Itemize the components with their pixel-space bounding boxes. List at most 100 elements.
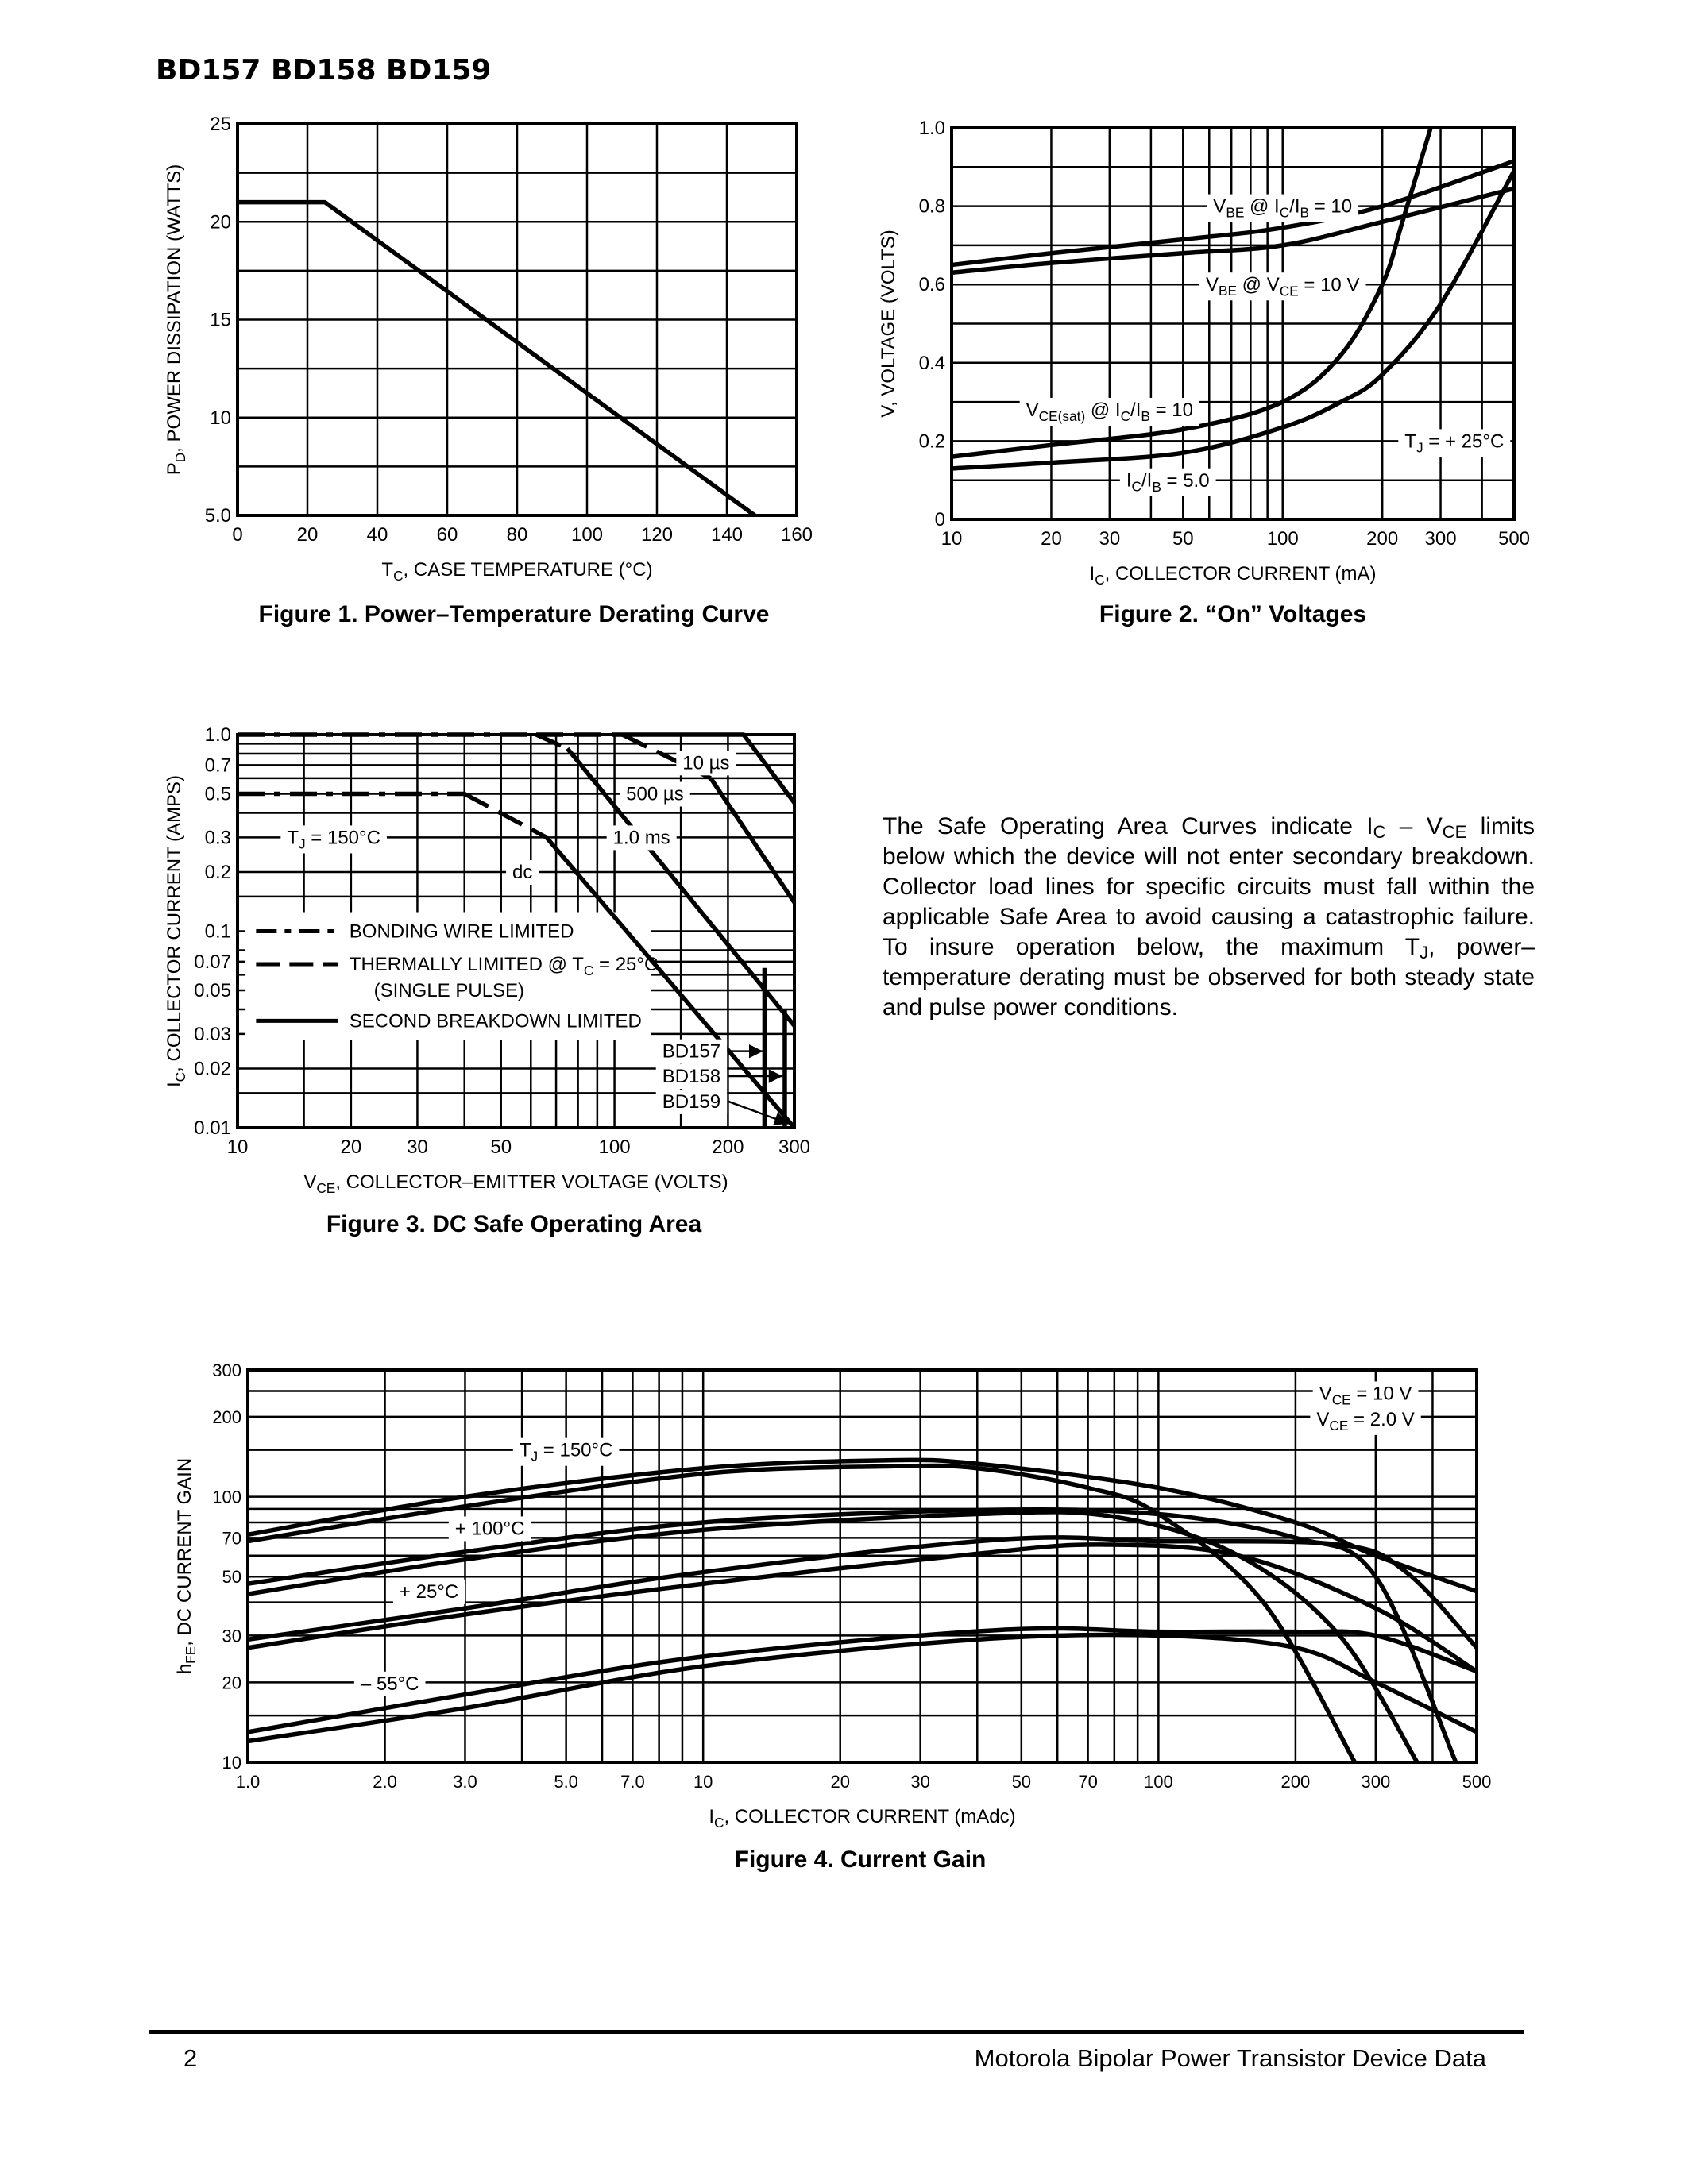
text-segment: @ I: [1244, 196, 1279, 218]
y-tick-label: 25: [210, 114, 231, 135]
x-tick-label: 100: [1144, 1772, 1173, 1792]
x-tick-label: 20: [297, 524, 319, 546]
curve-annotation: 10 µs: [682, 752, 729, 774]
x-tick-label: 500: [1462, 1772, 1492, 1792]
text-segment: B: [1300, 205, 1310, 221]
fig1-chart: 0 20 40 60 80 100 120 140 160 5.0 10 15 20 25 TC, CASE…: [164, 114, 813, 584]
series-curve-5: [247, 1535, 1479, 1650]
annotation-background: [1310, 1406, 1421, 1435]
y-tick-label: 0.01: [194, 1117, 231, 1139]
text-segment: T: [1404, 430, 1416, 452]
subscript: C: [1373, 822, 1386, 842]
text-segment: , COLLECTOR CURRENT (mA): [1105, 563, 1377, 585]
text-segment: FE: [183, 1646, 199, 1664]
x-tick-label: 5.0: [554, 1772, 578, 1792]
text-segment: CE: [1280, 283, 1299, 299]
x-tick-label: 100: [571, 524, 603, 546]
x-tick-label: 1.0: [236, 1772, 261, 1792]
text-segment: V: [1319, 1383, 1332, 1404]
x-tick-label: 30: [910, 1772, 929, 1792]
y-tick-label: 0.05: [194, 980, 231, 1001]
x-tick-label: 30: [407, 1136, 428, 1158]
text-segment: = 10 V: [1351, 1383, 1412, 1404]
annotation-background: [1207, 194, 1359, 222]
text-segment: SECOND BREAKDOWN LIMITED: [350, 1010, 642, 1032]
curve-annotation: dc: [512, 862, 532, 883]
legend-label: SECOND BREAKDOWN LIMITED: [350, 1010, 642, 1032]
figure-2-caption: Figure 2. “On” Voltages: [1099, 601, 1367, 627]
y-axis-title: IC, COLLECTOR CURRENT (AMPS): [164, 775, 188, 1087]
text-segment: = 150°C: [306, 827, 380, 848]
annotation-background: [1312, 1381, 1419, 1410]
series-curve-4: [463, 792, 548, 839]
x-tick-label: 50: [490, 1136, 512, 1158]
plot-frame: [236, 122, 798, 517]
series-curve-4: [951, 169, 1516, 471]
x-tick-label: 10: [941, 528, 963, 550]
text-segment: = 5.0: [1161, 470, 1210, 492]
legend-note: (SINGLE PULSE): [374, 980, 524, 1001]
y-tick-label: 0.6: [919, 274, 945, 295]
text-segment: J: [531, 1449, 538, 1464]
y-tick-label: 70: [222, 1528, 241, 1548]
text-segment: dc: [512, 862, 532, 883]
x-axis-title: VCE, COLLECTOR–EMITTER VOLTAGE (VOLTS): [303, 1171, 728, 1196]
text-segment: C: [393, 568, 403, 584]
text-segment: T: [287, 827, 299, 848]
text-segment: BD159: [662, 1091, 720, 1113]
series-curve-1: [238, 199, 756, 518]
text-segment: @ I: [1085, 399, 1120, 421]
text-segment: C: [1280, 205, 1289, 221]
annotation-background: [280, 825, 387, 854]
text-segment: = 10 V: [1299, 274, 1360, 295]
text-segment: + 100°C: [455, 1518, 525, 1539]
annotation-background: [1019, 397, 1199, 426]
text-segment: /I: [1289, 196, 1300, 218]
text-segment: V: [303, 1171, 316, 1193]
plot-frame: [950, 126, 1516, 521]
x-tick-label: 300: [778, 1136, 810, 1158]
text-segment: BD158: [662, 1066, 720, 1087]
x-tick-label: 2.0: [373, 1772, 397, 1792]
text-segment: BONDING WIRE LIMITED: [350, 921, 574, 943]
text-segment: /I: [1141, 470, 1152, 492]
soa-description-paragraph: The Safe Operating Area Curves indicate …: [883, 812, 1535, 1023]
text-segment: V: [1213, 196, 1226, 218]
text-segment: BE: [1226, 205, 1244, 221]
annotation-background: [655, 1064, 728, 1090]
y-axis-title: V, VOLTAGE (VOLTS): [878, 230, 899, 418]
text-segment: = 25°C: [593, 954, 658, 975]
curve-annotation: – 55°C: [361, 1673, 419, 1695]
curve-annotation: VCE = 10 V: [1319, 1383, 1412, 1407]
text-segment: V, VOLTAGE (VOLTS): [878, 230, 899, 418]
text-segment: = 150°C: [538, 1440, 612, 1461]
series-curve-1: [247, 1457, 1477, 1594]
text-segment: – 55°C: [361, 1673, 419, 1695]
x-tick-label: 10: [693, 1772, 713, 1792]
x-tick-label: 10: [227, 1136, 249, 1158]
y-tick-label: 5.0: [205, 505, 231, 527]
text-segment: I: [709, 1806, 714, 1827]
series-curve-2: [247, 1463, 1357, 1764]
annotation-background: [392, 1579, 465, 1604]
y-tick-label: 300: [212, 1360, 241, 1380]
text-segment: I: [1126, 470, 1132, 492]
text-segment: CE: [316, 1180, 335, 1196]
x-tick-label: 50: [1012, 1772, 1031, 1792]
y-tick-label: 20: [222, 1673, 241, 1692]
text-segment: T: [520, 1440, 531, 1461]
text-segment: CE: [1329, 1418, 1348, 1433]
text-segment: + 25°C: [400, 1581, 458, 1603]
x-axis-title: TC, CASE TEMPERATURE (°C): [381, 559, 652, 584]
curve-annotation: VCE = 2.0 V: [1316, 1409, 1414, 1433]
x-tick-label: 20: [1041, 528, 1062, 550]
text-segment: = 2.0 V: [1348, 1409, 1414, 1430]
annotation-background: [620, 781, 690, 807]
text-segment: I: [1090, 563, 1095, 585]
y-tick-label: 0.07: [194, 951, 231, 973]
annotation-background: [676, 751, 736, 776]
y-tick-label: 0.5: [205, 784, 231, 805]
legend-label: BONDING WIRE LIMITED: [350, 921, 574, 943]
y-tick-label: 0.2: [919, 430, 945, 452]
